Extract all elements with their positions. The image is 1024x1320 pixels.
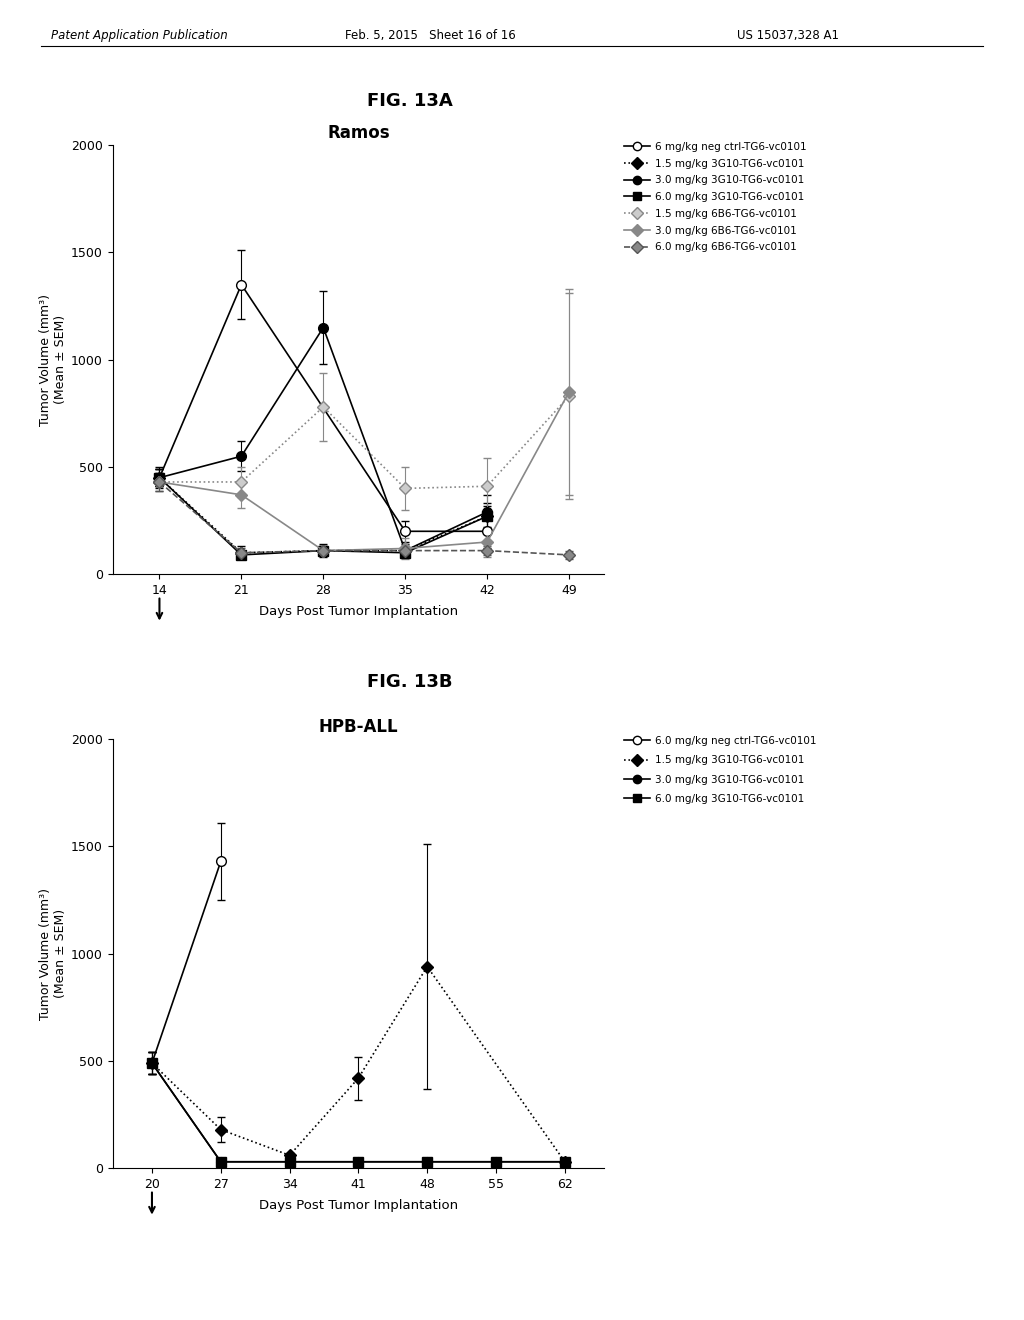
Legend: 6 mg/kg neg ctrl-TG6-vc0101, 1.5 mg/kg 3G10-TG6-vc0101, 3.0 mg/kg 3G10-TG6-vc010: 6 mg/kg neg ctrl-TG6-vc0101, 1.5 mg/kg 3… xyxy=(624,141,807,252)
Title: HPB-ALL: HPB-ALL xyxy=(318,718,398,737)
Text: Feb. 5, 2015   Sheet 16 of 16: Feb. 5, 2015 Sheet 16 of 16 xyxy=(345,29,515,42)
Text: US 15037,328 A1: US 15037,328 A1 xyxy=(737,29,840,42)
Y-axis label: Tumor Volume (mm³)
(Mean ± SEM): Tumor Volume (mm³) (Mean ± SEM) xyxy=(39,888,67,1020)
Text: Patent Application Publication: Patent Application Publication xyxy=(51,29,228,42)
Legend: 6.0 mg/kg neg ctrl-TG6-vc0101, 1.5 mg/kg 3G10-TG6-vc0101, 3.0 mg/kg 3G10-TG6-vc0: 6.0 mg/kg neg ctrl-TG6-vc0101, 1.5 mg/kg… xyxy=(624,735,817,804)
Text: FIG. 13B: FIG. 13B xyxy=(367,673,453,692)
X-axis label: Days Post Tumor Implantation: Days Post Tumor Implantation xyxy=(259,1200,458,1212)
Title: Ramos: Ramos xyxy=(327,124,390,143)
Y-axis label: Tumor Volume (mm³)
(Mean ± SEM): Tumor Volume (mm³) (Mean ± SEM) xyxy=(39,294,67,425)
Text: FIG. 13A: FIG. 13A xyxy=(367,92,453,111)
X-axis label: Days Post Tumor Implantation: Days Post Tumor Implantation xyxy=(259,606,458,618)
